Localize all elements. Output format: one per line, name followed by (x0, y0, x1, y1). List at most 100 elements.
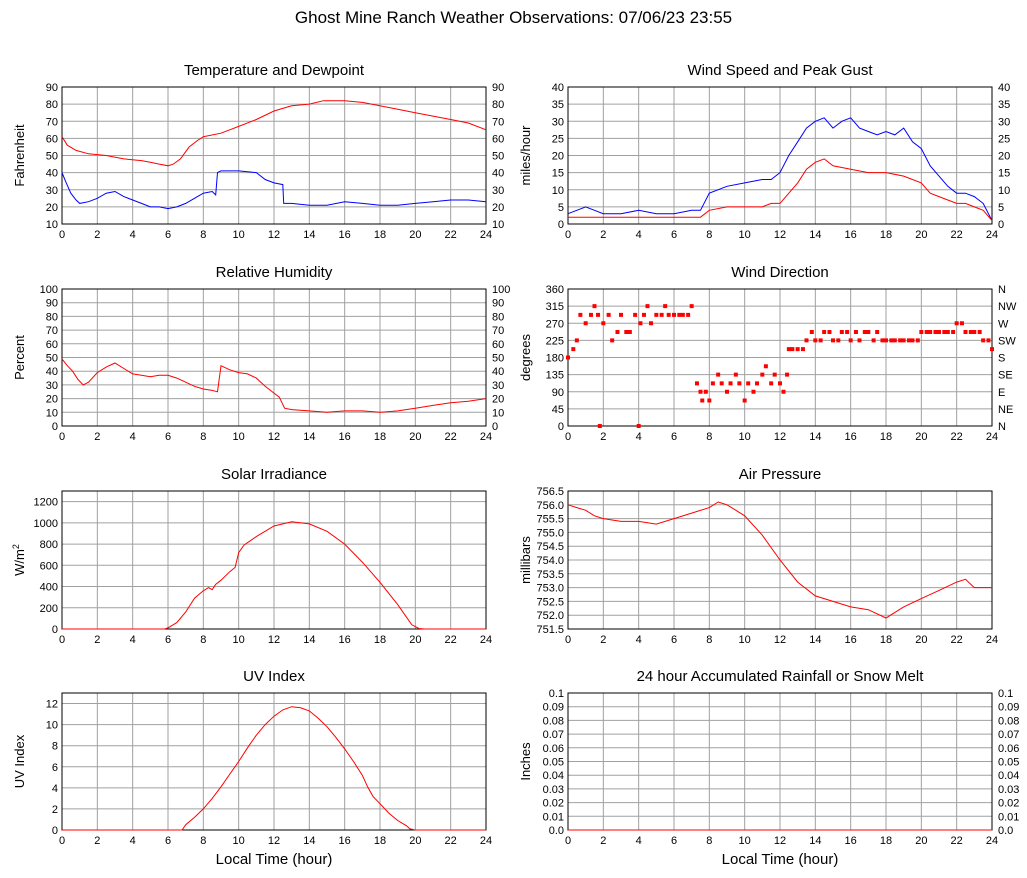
wind-direction-point (755, 381, 760, 386)
wind-direction-point (800, 347, 805, 352)
wind-direction-point (857, 338, 862, 343)
right-tick-label: 40 (998, 82, 1010, 94)
y-tick-label: 50 (46, 151, 58, 163)
x-tick-label: 0 (565, 431, 571, 443)
wind-direction-point (827, 330, 832, 335)
wind-direction-ylabel: degrees (518, 334, 533, 381)
wind-direction-point (601, 321, 606, 326)
y-tick-label: 4 (52, 783, 58, 795)
wind-speed-series-red-line (568, 158, 993, 221)
y-tick-label: 0 (558, 219, 564, 231)
right-tick-label: 60 (492, 339, 504, 351)
wind-speed-title: Wind Speed and Peak Gust (687, 62, 873, 79)
y-tick-label: 360 (546, 284, 564, 296)
y-tick-label: 70 (46, 116, 58, 128)
solar-ylabel: W/m2 (11, 544, 27, 576)
y-tick-label: 15 (552, 168, 564, 180)
y-tick-label: 50 (46, 353, 58, 365)
uv-title: UV Index (243, 668, 305, 685)
y-tick-label: 80 (46, 99, 58, 111)
wind-direction-point (641, 312, 646, 317)
y-tick-label: 90 (46, 82, 58, 94)
y-tick-label: 225 (546, 335, 564, 347)
x-tick-label: 12 (774, 229, 786, 241)
right-tick-label: 15 (998, 168, 1010, 180)
x-tick-label: 22 (445, 634, 457, 646)
wind-direction-point (795, 347, 800, 352)
wind-direction-point (742, 398, 747, 403)
wind-direction-point (928, 330, 933, 335)
x-tick-label: 22 (951, 431, 963, 443)
wind-direction-point (972, 330, 977, 335)
wind-direction-point (596, 312, 601, 317)
x-tick-label: 6 (165, 229, 171, 241)
wind-direction-point (571, 347, 576, 352)
wind-direction-point (968, 330, 973, 335)
y-tick-label: 180 (546, 353, 564, 365)
y-tick-label: 755.0 (536, 527, 564, 539)
wind-direction-point (915, 338, 920, 343)
y-tick-label: 60 (46, 133, 58, 145)
x-tick-label: 16 (339, 835, 351, 847)
right-tick-label: 100 (492, 284, 510, 296)
wind-direction-point (566, 355, 570, 360)
x-tick-label: 8 (200, 229, 206, 241)
y-tick-label: 40 (46, 168, 58, 180)
right-tick-label: 40 (492, 366, 504, 378)
y-tick-label: 0 (52, 624, 58, 636)
page-title: Ghost Mine Ranch Weather Observations: 0… (294, 8, 733, 27)
wind-direction-point (871, 338, 876, 343)
temperature-frame (61, 86, 487, 225)
right-tick-label: 10 (492, 407, 504, 419)
x-tick-label: 14 (809, 835, 821, 847)
y-tick-label: 755.5 (536, 514, 564, 526)
wind-direction-point (746, 381, 751, 386)
y-tick-label: 400 (40, 582, 58, 594)
wind-direction-point (578, 312, 583, 317)
y-tick-label: 10 (46, 720, 58, 732)
pressure-series-red-line (567, 501, 992, 619)
wind-direction-point (737, 381, 742, 386)
wind-direction-point (866, 330, 871, 335)
wind-direction-point (638, 321, 643, 326)
right-tick-label: 25 (998, 133, 1010, 145)
pressure-ylabel: millibars (518, 536, 533, 584)
y-tick-label: 756.5 (536, 486, 564, 498)
y-tick-label: 30 (552, 116, 564, 128)
x-tick-label: 10 (233, 431, 245, 443)
wind-direction-point (959, 321, 964, 326)
x-tick-label: 14 (809, 229, 821, 241)
right-tick-label: N (998, 421, 1006, 433)
y-tick-label: 45 (552, 404, 564, 416)
x-tick-label: 12 (268, 835, 280, 847)
wind-direction-point (610, 338, 615, 343)
x-tick-label: 14 (303, 634, 315, 646)
right-tick-label: 0.01 (998, 811, 1019, 823)
right-tick-label: 5 (998, 202, 1004, 214)
rainfall-chart: 24 hour Accumulated Rainfall or Snow Mel… (518, 668, 1019, 868)
rainfall-xlabel: Local Time (hour) (722, 851, 839, 868)
x-tick-label: 20 (915, 229, 927, 241)
right-tick-label: 20 (998, 151, 1010, 163)
humidity-frame (61, 288, 487, 427)
y-tick-label: 30 (46, 185, 58, 197)
y-tick-label: 0 (558, 421, 564, 433)
x-tick-label: 8 (200, 835, 206, 847)
x-tick-label: 22 (951, 229, 963, 241)
right-tick-label: 60 (492, 133, 504, 145)
wind-direction-title: Wind Direction (731, 264, 829, 281)
right-tick-label: 30 (492, 380, 504, 392)
y-tick-label: 0.05 (543, 757, 564, 769)
wind-direction-point (751, 389, 756, 394)
y-tick-label: 6 (52, 762, 58, 774)
wind-direction-point (624, 330, 629, 335)
x-tick-label: 10 (739, 634, 751, 646)
wind-direction-point (763, 364, 768, 369)
wind-direction-point (845, 330, 850, 335)
x-tick-label: 4 (636, 634, 642, 646)
y-tick-label: 315 (546, 301, 564, 313)
